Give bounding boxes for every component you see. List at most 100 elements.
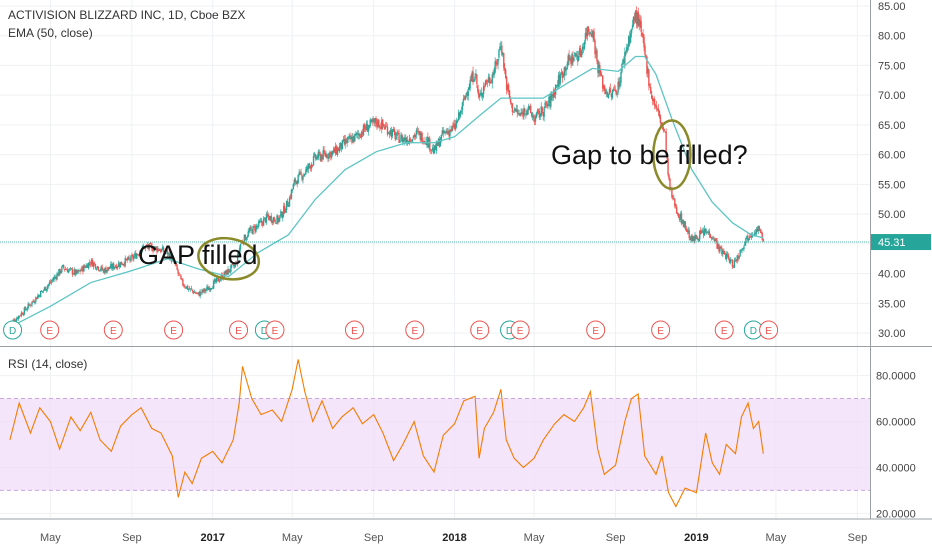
candle-body: [565, 68, 567, 71]
candle-body: [487, 77, 490, 82]
candle-body: [665, 131, 667, 153]
candle-body: [762, 238, 764, 242]
candle-body: [480, 92, 482, 96]
candle-body: [329, 152, 331, 155]
candle-body: [334, 146, 337, 154]
candle-body: [451, 126, 453, 132]
candle-body: [617, 81, 619, 93]
candle-body: [144, 245, 147, 249]
candle-body: [700, 230, 702, 234]
candle-body: [132, 255, 134, 259]
earnings-marker: [229, 320, 249, 340]
candle-body: [251, 229, 253, 234]
candle-body: [730, 259, 733, 261]
dividend-marker-label: D: [261, 326, 268, 337]
candle-body: [474, 76, 476, 81]
candle-body: [696, 238, 698, 239]
candle-body: [101, 266, 103, 271]
candle-body: [284, 210, 287, 213]
candle-body: [264, 217, 267, 223]
candle-body: [49, 281, 51, 283]
candle-body: [107, 267, 109, 271]
candle-body: [574, 52, 576, 57]
candle-body: [84, 265, 86, 268]
candle-body: [550, 94, 552, 107]
candle-body: [542, 113, 544, 116]
candle-body: [280, 211, 282, 216]
candle-body: [694, 235, 696, 241]
candle-body: [19, 315, 22, 317]
candle-body: [243, 234, 246, 245]
candle-body: [239, 244, 242, 249]
candle-body: [486, 82, 489, 84]
candle-body: [644, 46, 646, 55]
candle-body: [258, 221, 260, 226]
candle-body: [297, 174, 299, 184]
candle-body: [42, 290, 45, 291]
candle-body: [685, 228, 688, 232]
candle-body: [311, 165, 314, 166]
candle-body: [53, 277, 55, 280]
candle-body: [377, 119, 379, 127]
candle-body: [293, 179, 296, 184]
candle-body: [110, 264, 112, 268]
earnings-marker-label: E: [170, 326, 177, 337]
candle-body: [500, 46, 502, 48]
candle-body: [490, 82, 492, 84]
candle-body: [69, 268, 72, 269]
candle-body: [599, 65, 601, 75]
candle-body: [262, 218, 265, 226]
candle-body: [535, 113, 538, 118]
candle-body: [306, 166, 308, 171]
time-tick-label: 2018: [442, 532, 466, 544]
candle-body: [654, 105, 657, 107]
candle-body: [382, 119, 384, 126]
candle-body: [185, 287, 187, 289]
candle-body: [344, 139, 346, 145]
candle-body: [339, 142, 342, 148]
earnings-marker-label: E: [411, 326, 418, 337]
candle-body: [131, 254, 133, 257]
candle-body: [450, 129, 452, 132]
earnings-marker: [586, 320, 606, 340]
earnings-marker-label: E: [351, 326, 358, 337]
candle-body: [265, 213, 268, 223]
candle-body: [215, 277, 218, 283]
candle-body: [653, 98, 656, 106]
candle-body: [317, 151, 320, 158]
candle-body: [461, 102, 464, 111]
candle-body: [242, 243, 245, 245]
candle-body: [159, 250, 161, 252]
price-tick-label: 40.00: [878, 269, 906, 281]
candle-body: [494, 61, 496, 73]
candle-body: [217, 277, 220, 282]
candle-body: [482, 86, 485, 95]
candle-body: [80, 270, 82, 272]
candle-body: [115, 265, 118, 269]
time-tick-label: 2019: [684, 532, 708, 544]
candle-body: [308, 163, 310, 170]
candle-body: [731, 259, 734, 267]
candle-body: [726, 254, 729, 256]
candle-body: [608, 88, 611, 95]
candle-body: [404, 137, 406, 142]
candle-body: [25, 309, 27, 311]
price-tick-label: 65.00: [878, 120, 906, 132]
price-tick-label: 80.00: [878, 31, 906, 43]
candle-body: [34, 302, 36, 303]
candle-body: [698, 238, 700, 241]
candle-body: [78, 270, 80, 272]
candle-body: [121, 264, 124, 266]
candle-body: [174, 263, 176, 264]
candle-body: [529, 106, 531, 108]
candle-body: [723, 250, 725, 253]
candle-body: [761, 232, 763, 240]
candle-body: [657, 108, 660, 112]
candle-body: [345, 139, 347, 144]
candle-body: [633, 17, 636, 22]
candle-body: [389, 129, 392, 136]
candle-body: [584, 32, 587, 41]
candle-body: [64, 268, 66, 270]
candle-body: [169, 254, 172, 260]
earnings-marker-label: E: [46, 326, 53, 337]
